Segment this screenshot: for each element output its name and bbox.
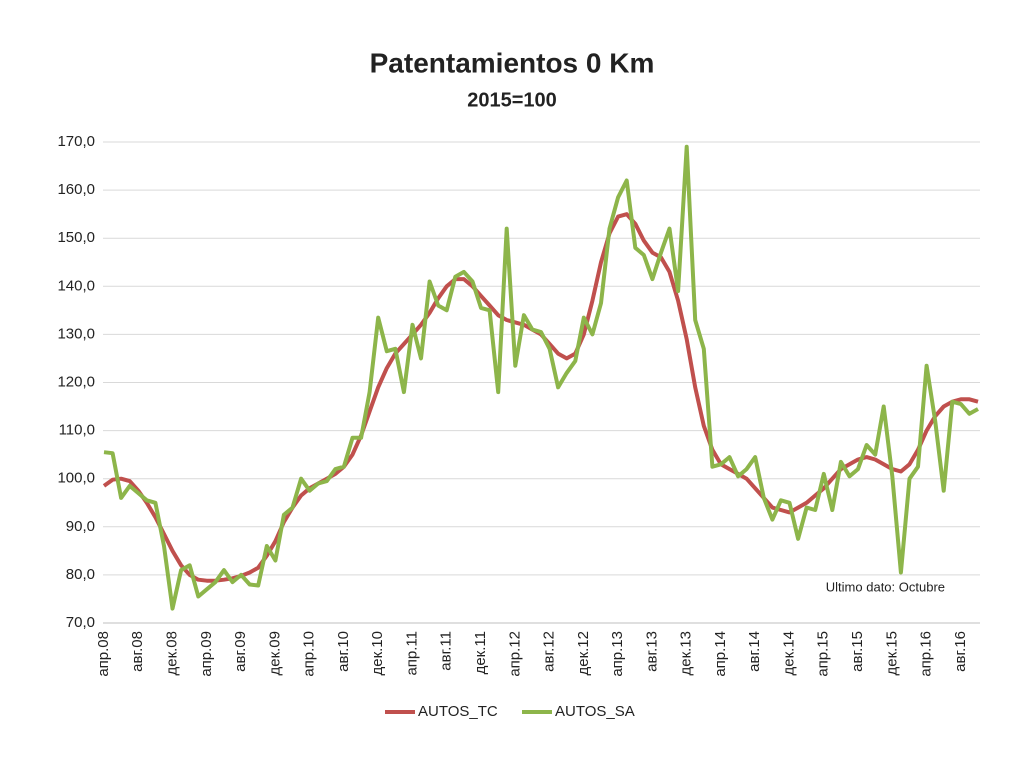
chart-title: Patentamientos 0 Km: [370, 47, 655, 78]
x-tick-label: апр.12: [506, 631, 523, 677]
x-tick-label: дек.13: [678, 631, 695, 676]
x-tick-label: дек.09: [266, 631, 283, 676]
x-tick-label: дек.14: [780, 631, 797, 676]
x-tick-label: авг.10: [335, 631, 352, 672]
y-tick-label: 90,0: [66, 518, 95, 535]
x-tick-label: апр.11: [403, 631, 420, 676]
x-tick-label: дек.11: [472, 631, 489, 674]
y-tick-label: 120,0: [57, 373, 95, 390]
annotation: Ultimo dato: Octubre: [826, 579, 945, 594]
x-tick-label: авг.16: [952, 631, 969, 672]
x-tick-label: апр.08: [95, 631, 112, 677]
y-tick-label: 150,0: [57, 229, 95, 246]
y-tick-label: 70,0: [66, 614, 95, 631]
legend-label: AUTOS_TC: [418, 703, 498, 720]
x-tick-label: дек.12: [575, 631, 592, 676]
y-tick-label: 100,0: [57, 470, 95, 487]
legend-label: AUTOS_SA: [555, 703, 635, 720]
series-line: [102, 212, 979, 583]
x-tick-label: дек.08: [164, 631, 181, 676]
x-tick-label: апр.13: [609, 631, 626, 677]
x-tick-label: авг.08: [129, 631, 146, 672]
x-tick-label: дек.10: [369, 631, 386, 676]
y-tick-label: 140,0: [57, 277, 95, 294]
y-tick-label: 170,0: [57, 133, 95, 150]
y-tick-label: 80,0: [66, 566, 95, 583]
x-tick-label: авг.13: [643, 631, 660, 672]
x-tick-label: авг.09: [232, 631, 249, 672]
y-tick-label: 130,0: [57, 325, 95, 342]
x-tick-label: авг.14: [746, 631, 763, 672]
x-tick-label: авг.15: [849, 631, 866, 672]
x-tick-label: авг.11: [438, 631, 455, 671]
series-line: [103, 144, 979, 611]
x-tick-label: апр.09: [198, 631, 215, 677]
chart-subtitle: 2015=100: [467, 89, 557, 111]
x-tick-label: апр.10: [301, 631, 318, 677]
x-tick-label: дек.15: [883, 631, 900, 676]
x-tick-label: апр.14: [712, 631, 729, 677]
y-tick-label: 110,0: [59, 422, 95, 439]
y-tick-label: 160,0: [57, 181, 95, 198]
x-tick-label: авг.12: [541, 631, 558, 672]
x-tick-label: апр.15: [815, 631, 832, 677]
x-tick-label: апр.16: [918, 631, 935, 677]
